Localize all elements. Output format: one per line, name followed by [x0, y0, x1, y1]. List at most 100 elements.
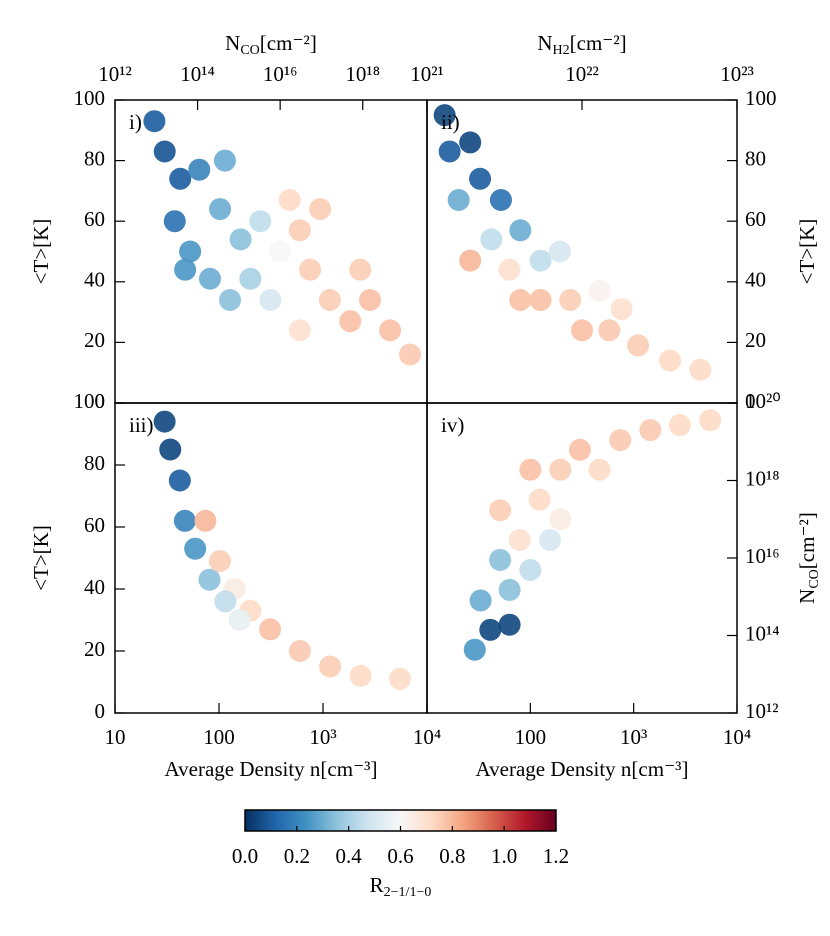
scatter-point — [259, 288, 282, 311]
scatter-point — [489, 188, 512, 211]
scatter-point — [529, 249, 552, 272]
y-tick-label: 20 — [84, 637, 105, 661]
scatter-point — [463, 638, 486, 661]
scatter-point — [379, 319, 402, 342]
scatter-point — [399, 343, 422, 366]
x-tick-label: 10²² — [565, 62, 599, 86]
scatter-point — [588, 458, 611, 481]
scatter-point — [159, 438, 182, 461]
scatter-point — [173, 509, 196, 532]
y-axis-label: NCO[cm⁻²] — [795, 512, 822, 604]
x-tick-label: 10¹⁶ — [263, 62, 298, 86]
y-axis-label: <T>[K] — [29, 219, 53, 285]
scatter-point — [559, 288, 582, 311]
scatter-point — [508, 529, 531, 552]
scatter-point — [438, 140, 461, 163]
scatter-point — [509, 288, 532, 311]
scatter-point — [288, 219, 311, 242]
y-tick-label: 20 — [84, 328, 105, 352]
panel-label: iii) — [129, 413, 154, 437]
scatter-point — [489, 548, 512, 571]
x-tick-label: 10²³ — [720, 62, 754, 86]
y-tick-label: 80 — [745, 146, 766, 170]
scatter-point — [259, 618, 282, 641]
scatter-point — [219, 288, 242, 311]
scatter-point — [198, 568, 221, 591]
scatter-point — [288, 319, 311, 342]
scatter-point — [269, 240, 292, 263]
scatter-point — [153, 410, 176, 433]
scatter-point — [278, 188, 301, 211]
x-axis-label: NCO[cm⁻²] — [225, 31, 317, 58]
colorbar-tick-label: 1.2 — [543, 844, 569, 868]
scatter-point — [498, 613, 521, 636]
scatter-point — [153, 140, 176, 163]
y-tick-label: 20 — [745, 328, 766, 352]
x-tick-label: 10³ — [309, 725, 336, 749]
y-tick-label: 100 — [74, 86, 106, 110]
colorbar-tick-label: 0.0 — [232, 844, 258, 868]
scatter-point — [539, 529, 562, 552]
scatter-point — [469, 589, 492, 612]
scatter-point — [498, 258, 521, 281]
scatter-point — [479, 618, 502, 641]
y-tick-label: 10¹⁸ — [745, 466, 780, 490]
y-tick-label: 10¹⁴ — [745, 621, 780, 645]
panel-label: iv) — [441, 413, 464, 437]
x-axis-label-sub: H2 — [553, 43, 570, 58]
y-tick-label: 0 — [95, 699, 106, 723]
scatter-point — [228, 609, 251, 631]
scatter-point — [349, 664, 372, 687]
scatter-point — [571, 319, 593, 342]
scatter-point — [610, 298, 633, 321]
colorbar-tick-label: 0.6 — [387, 844, 413, 868]
scatter-point — [199, 267, 222, 290]
y-tick-label: 0 — [745, 389, 756, 413]
colorbar-label-base: R — [370, 873, 384, 897]
scatter-point — [143, 110, 166, 133]
x-tick-label: 10¹⁴ — [180, 62, 215, 86]
scatter-point — [433, 104, 456, 127]
x-axis-label: NH2[cm⁻²] — [537, 31, 626, 58]
y-axis-label-sub: CO — [807, 569, 822, 588]
scatter-point — [480, 228, 503, 251]
y-tick-label: 10¹² — [745, 699, 779, 723]
scatter-point — [188, 158, 211, 181]
y-tick-label: 80 — [84, 451, 105, 475]
scatter-point — [339, 310, 362, 333]
y-tick-label: 10²⁰ — [745, 389, 781, 413]
scatter-point — [498, 578, 521, 601]
scatter-point — [168, 469, 191, 492]
scatter-point — [627, 334, 650, 357]
scatter-point — [249, 210, 272, 233]
scatter-point — [447, 188, 470, 211]
scatter-point — [163, 210, 186, 233]
panel-label: ii) — [441, 110, 460, 134]
scatter-point — [309, 198, 332, 221]
x-tick-label: 10¹² — [98, 62, 132, 86]
y-tick-label: 100 — [74, 389, 106, 413]
colorbar-tick-label: 0.8 — [439, 844, 465, 868]
y-tick-label: 40 — [745, 268, 766, 292]
x-tick-label: 10 — [105, 725, 126, 749]
scatter-point — [239, 267, 262, 290]
x-axis-label-base: N — [537, 31, 552, 55]
scatter-point — [519, 559, 542, 582]
x-axis-label: Average Density n[cm⁻³] — [165, 757, 378, 781]
scatter-point — [169, 167, 192, 190]
x-axis-label: Average Density n[cm⁻³] — [476, 757, 689, 781]
scatter-point — [598, 319, 621, 342]
scatter-point — [529, 288, 552, 311]
x-axis-label-sub: CO — [240, 43, 259, 58]
y-tick-label: 100 — [745, 86, 777, 110]
scatter-point — [459, 249, 482, 272]
scatter-point — [459, 131, 482, 154]
x-tick-label: 10³ — [620, 725, 647, 749]
colorbar-tick-label: 0.4 — [336, 844, 363, 868]
scatter-point — [509, 219, 532, 242]
y-tick-label: 60 — [745, 207, 766, 231]
y-axis-label: <T>[K] — [795, 219, 819, 285]
scatter-point — [548, 240, 571, 263]
y-axis-label-base: N — [795, 589, 819, 604]
